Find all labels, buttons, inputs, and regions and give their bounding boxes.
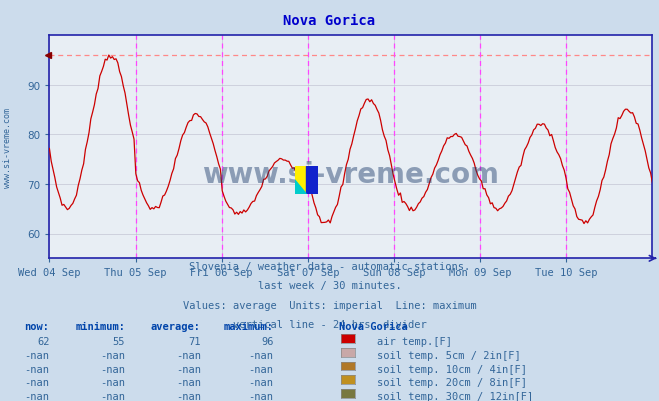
Text: minimum:: minimum: xyxy=(75,321,125,331)
Text: -nan: -nan xyxy=(176,391,201,401)
Text: -nan: -nan xyxy=(248,391,273,401)
Text: -nan: -nan xyxy=(100,377,125,387)
Polygon shape xyxy=(295,166,306,194)
Polygon shape xyxy=(306,166,318,194)
Text: average:: average: xyxy=(151,321,201,331)
Text: -nan: -nan xyxy=(24,364,49,374)
Text: maximum:: maximum: xyxy=(223,321,273,331)
Text: 55: 55 xyxy=(113,336,125,346)
Text: -nan: -nan xyxy=(176,350,201,360)
Text: Slovenia / weather data - automatic stations.: Slovenia / weather data - automatic stat… xyxy=(189,261,470,271)
Text: 71: 71 xyxy=(188,336,201,346)
Text: -nan: -nan xyxy=(248,350,273,360)
Text: Values: average  Units: imperial  Line: maximum: Values: average Units: imperial Line: ma… xyxy=(183,300,476,310)
Text: soil temp. 10cm / 4in[F]: soil temp. 10cm / 4in[F] xyxy=(377,364,527,374)
Text: www.si-vreme.com: www.si-vreme.com xyxy=(3,107,13,187)
Text: Nova Gorica: Nova Gorica xyxy=(339,321,408,331)
Text: -nan: -nan xyxy=(100,350,125,360)
Text: Nova Gorica: Nova Gorica xyxy=(283,14,376,28)
Text: 62: 62 xyxy=(37,336,49,346)
Text: -nan: -nan xyxy=(24,350,49,360)
Text: -nan: -nan xyxy=(176,377,201,387)
Text: vertical line - 24 hrs  divider: vertical line - 24 hrs divider xyxy=(233,319,426,329)
Text: -nan: -nan xyxy=(100,364,125,374)
Text: -nan: -nan xyxy=(100,391,125,401)
Text: -nan: -nan xyxy=(248,377,273,387)
Text: www.si-vreme.com: www.si-vreme.com xyxy=(202,160,500,188)
Text: -nan: -nan xyxy=(248,364,273,374)
Text: soil temp. 30cm / 12in[F]: soil temp. 30cm / 12in[F] xyxy=(377,391,533,401)
Text: -nan: -nan xyxy=(24,391,49,401)
Text: -nan: -nan xyxy=(24,377,49,387)
Text: soil temp. 5cm / 2in[F]: soil temp. 5cm / 2in[F] xyxy=(377,350,521,360)
Text: now:: now: xyxy=(24,321,49,331)
Text: 96: 96 xyxy=(261,336,273,346)
Polygon shape xyxy=(295,180,306,194)
Text: last week / 30 minutes.: last week / 30 minutes. xyxy=(258,281,401,291)
Text: soil temp. 20cm / 8in[F]: soil temp. 20cm / 8in[F] xyxy=(377,377,527,387)
Text: -nan: -nan xyxy=(176,364,201,374)
Text: air temp.[F]: air temp.[F] xyxy=(377,336,452,346)
